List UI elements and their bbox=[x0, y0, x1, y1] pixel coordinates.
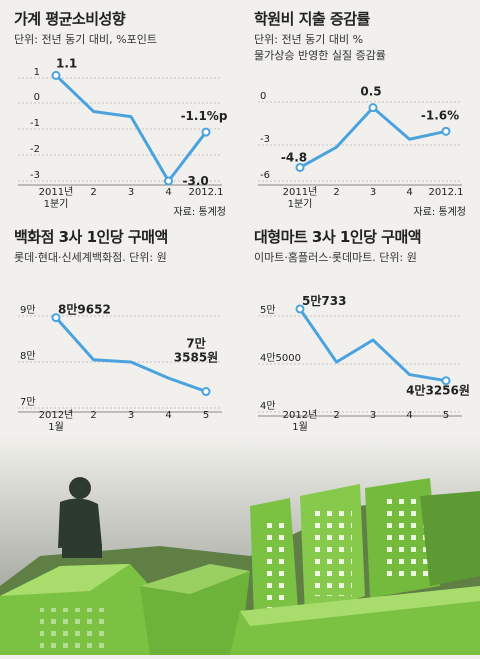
series-line bbox=[298, 308, 447, 383]
y-tick-label: 4만 bbox=[260, 400, 276, 412]
data-label: -1.1%p bbox=[181, 109, 228, 123]
y-tick-label: 1 bbox=[34, 67, 40, 78]
data-point bbox=[441, 376, 451, 386]
data-label: 7만 bbox=[186, 336, 205, 351]
data-point bbox=[441, 126, 451, 136]
chart-subtitle: 롯데·현대·신세계백화점. 단위: 원 bbox=[14, 251, 167, 264]
data-label: 4만3256원 bbox=[406, 383, 470, 398]
x-tick-label: 3 bbox=[128, 410, 134, 421]
x-tick-label: 2011년 bbox=[39, 186, 74, 198]
y-tick-label: -3 bbox=[30, 170, 40, 181]
x-tick-label: 3 bbox=[370, 410, 376, 421]
line-chart: 5만4만50004만2012년1월5만73323454만3256원자료: 지식경… bbox=[258, 293, 470, 433]
data-point bbox=[295, 162, 305, 172]
data-label: 0.5 bbox=[360, 85, 381, 99]
data-label: 1.1 bbox=[56, 56, 77, 70]
data-point bbox=[368, 103, 378, 113]
chart-title: 학원비 지출 증감률 bbox=[254, 10, 370, 28]
x-tick-label: 3 bbox=[128, 187, 134, 198]
y-tick-label: -1 bbox=[30, 118, 40, 129]
chart-panel-household-propensity: 가계 평균소비성향 단위: 전년 동기 대비, %포인트 1 0 -1 -2 -3 201… bbox=[0, 0, 240, 218]
x-tick-label: 1분기 bbox=[44, 198, 69, 210]
x-tick-label: 4 bbox=[406, 187, 412, 198]
x-tick-label: 1분기 bbox=[288, 198, 313, 210]
data-point bbox=[295, 304, 305, 314]
x-tick-label: 2 bbox=[333, 187, 339, 198]
data-label: 5만733 bbox=[302, 293, 346, 308]
chart-subtitle: 이마트·홈플러스·롯데마트. 단위: 원 bbox=[254, 251, 417, 264]
illustration-buildings bbox=[0, 436, 480, 655]
x-tick-label: 4 bbox=[165, 187, 171, 198]
chart-panel-hypermarket: 대형마트 3사 1인당 구매액 이마트·홈플러스·롯데마트. 단위: 원 5만 4… bbox=[240, 218, 480, 436]
y-tick-label: 9만 bbox=[20, 304, 36, 316]
y-tick-label: 4만5000 bbox=[260, 352, 301, 364]
x-tick-label: 2012.1 bbox=[189, 187, 224, 198]
y-tick-label: 5만 bbox=[260, 304, 276, 316]
source-note: 자료: 통계청 bbox=[173, 206, 226, 218]
source-note: 자료: 통계청 bbox=[413, 206, 466, 218]
data-point bbox=[201, 387, 211, 397]
chart-panel-department-store: 백화점 3사 1인당 구매액 롯데·현대·신세계백화점. 단위: 원 9만 8만 7… bbox=[0, 218, 240, 436]
y-tick-label: -3 bbox=[260, 134, 270, 145]
y-tick-label: 7만 bbox=[20, 396, 36, 408]
data-label: 8만9652 bbox=[58, 302, 111, 317]
x-tick-label: 2011년 bbox=[283, 186, 318, 198]
x-tick-label: 5 bbox=[203, 410, 209, 421]
x-tick-label: 2 bbox=[90, 187, 96, 198]
y-tick-label: -6 bbox=[260, 170, 270, 181]
person-sitting bbox=[58, 477, 102, 558]
data-point bbox=[201, 127, 211, 137]
x-tick-label: 3 bbox=[370, 187, 376, 198]
x-tick-label: 2012.1 bbox=[429, 187, 464, 198]
x-tick-label: 1월 bbox=[292, 421, 308, 433]
chart-subtitle: 단위: 전년 동기 대비, %포인트 bbox=[14, 33, 157, 46]
chart-title: 백화점 3사 1인당 구매액 bbox=[14, 228, 168, 246]
y-tick-label: -2 bbox=[30, 144, 40, 155]
x-tick-label: 2012년 bbox=[283, 409, 318, 421]
data-point bbox=[164, 176, 173, 186]
y-tick-label: 8만 bbox=[20, 350, 36, 362]
chart-subtitle: 단위: 전년 동기 대비 % 물가상승 반영한 실질 증감률 bbox=[254, 33, 386, 62]
y-tick-label: 0 bbox=[34, 92, 40, 103]
chart-title: 가계 평균소비성향 bbox=[14, 10, 126, 28]
data-point bbox=[51, 70, 61, 80]
data-label: 3585원 bbox=[174, 351, 218, 365]
data-label: -1.6% bbox=[421, 108, 459, 122]
x-tick-label: 2012년 bbox=[39, 409, 74, 421]
y-tick-label: 0 bbox=[260, 91, 266, 102]
chart-title: 대형마트 3사 1인당 구매액 bbox=[254, 228, 422, 246]
chart-panel-academy-spending: 학원비 지출 증감률 단위: 전년 동기 대비 % 물가상승 반영한 실질 증감… bbox=[240, 0, 480, 218]
x-tick-label: 4 bbox=[165, 410, 171, 421]
line-chart: 9만8만7만2012년1월8만965223457만3585원자료: 지식경제부 bbox=[18, 302, 222, 433]
x-tick-label: 2 bbox=[333, 410, 339, 421]
data-label: -4.8 bbox=[281, 150, 307, 164]
x-tick-label: 1월 bbox=[48, 421, 64, 433]
series-line bbox=[54, 316, 207, 393]
x-tick-label: 5 bbox=[443, 410, 449, 421]
data-label: -3.0 bbox=[183, 174, 209, 188]
x-tick-label: 2 bbox=[90, 410, 96, 421]
series-line bbox=[54, 74, 208, 183]
x-tick-label: 4 bbox=[406, 410, 412, 421]
data-point bbox=[51, 313, 61, 323]
